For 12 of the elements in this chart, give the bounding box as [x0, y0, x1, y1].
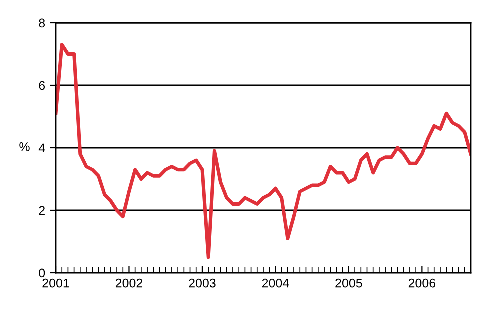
y-tick-label: 8	[39, 18, 46, 28]
y-axis-title: %	[20, 142, 30, 152]
y-tick-label: 6	[39, 81, 46, 90]
x-tick-label: 2005	[336, 278, 362, 288]
x-tick-label: 2004	[262, 278, 290, 288]
y-tick-label: 2	[39, 206, 45, 216]
y-tick-label: 4	[38, 144, 46, 153]
x-tick-label: 2003	[189, 278, 216, 288]
y-tick-label: 0	[39, 268, 46, 278]
x-tick-label: 2006	[408, 278, 436, 288]
x-tick-label: 2001	[42, 278, 70, 288]
x-tick-label: 2002	[116, 278, 143, 288]
